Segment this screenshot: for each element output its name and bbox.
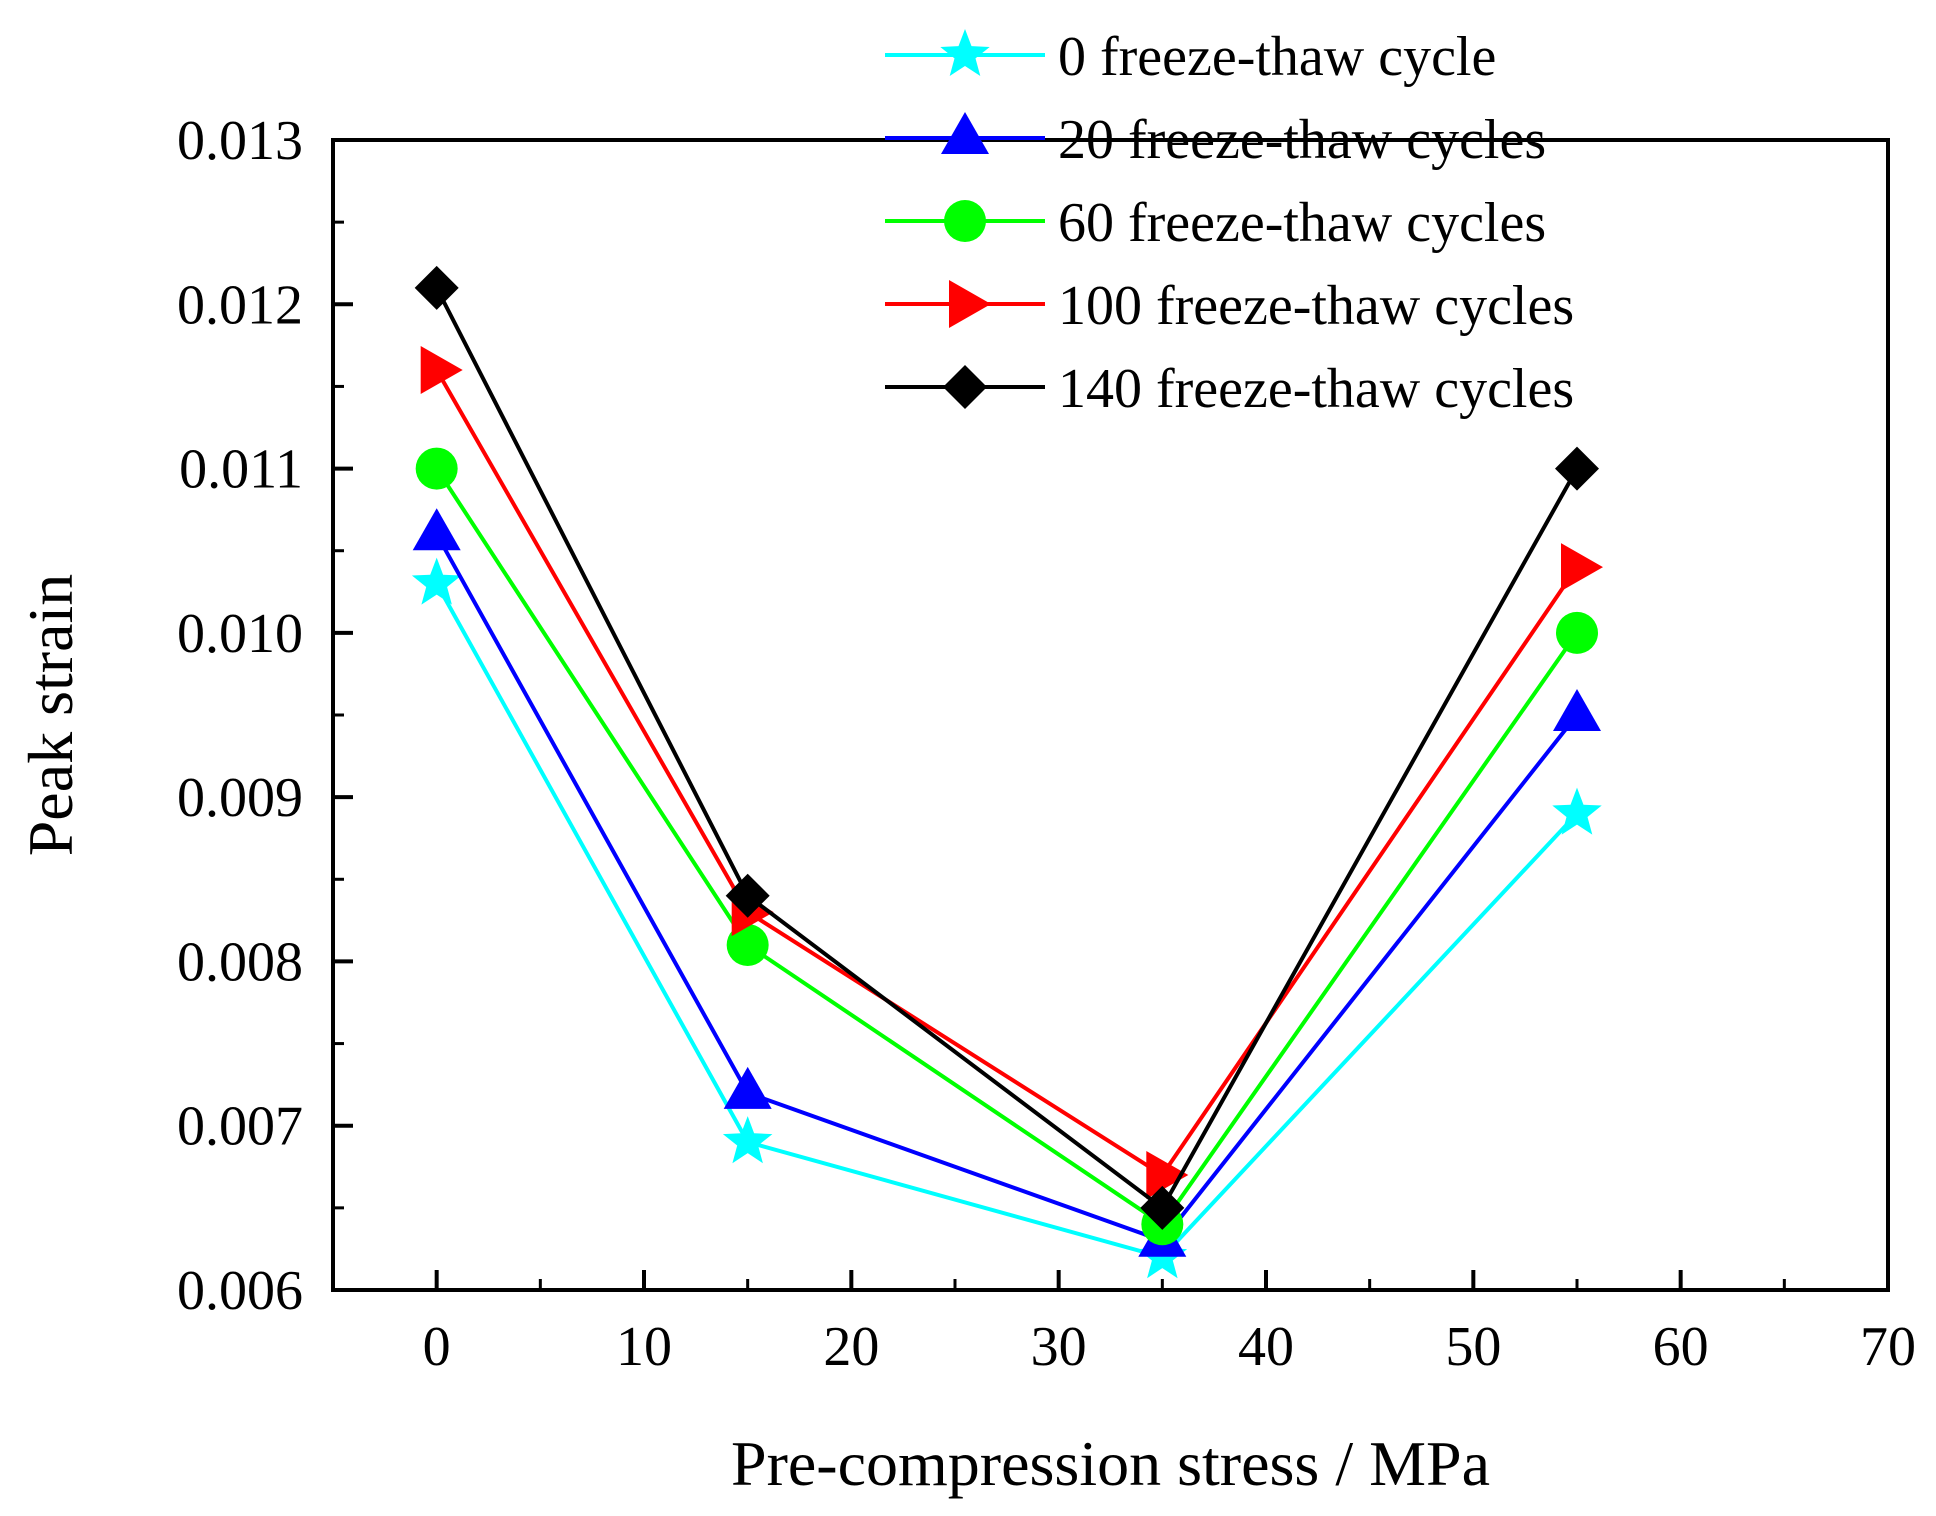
legend-marker <box>940 29 990 76</box>
legend-entry: 0 freeze-thaw cycle <box>885 26 1496 88</box>
x-tick-label: 30 <box>1031 1316 1087 1378</box>
data-point <box>412 508 461 551</box>
legend-entry: 100 freeze-thaw cycles <box>885 275 1574 337</box>
data-point <box>726 924 769 966</box>
data-point <box>414 265 459 310</box>
legend-entry: 60 freeze-thaw cycles <box>885 192 1546 254</box>
y-tick-label: 0.011 <box>179 439 303 501</box>
x-tick-label: 60 <box>1653 1316 1709 1378</box>
x-tick-label: 0 <box>423 1316 451 1378</box>
x-axis-title: Pre-compression stress / MPa <box>731 1428 1490 1499</box>
x-tick-label: 10 <box>616 1316 672 1378</box>
data-point <box>1146 1151 1189 1199</box>
series-line <box>434 369 1579 1177</box>
series-line <box>435 467 1579 1227</box>
data-point <box>725 873 770 918</box>
y-tick-label: 0.010 <box>177 603 303 665</box>
series-line <box>434 286 1579 1210</box>
series-line <box>434 533 1579 1243</box>
axes: 0 10 20 30 40 50 60 70 0.006 0.007 0.008 0.009 0.010… <box>177 110 1916 1378</box>
y-tick-label: 0.013 <box>177 110 303 172</box>
legend-label: 140 freeze-thaw cycles <box>1058 358 1574 420</box>
legend-marker <box>944 200 986 242</box>
y-tick-label: 0.007 <box>177 1096 303 1158</box>
data-point <box>722 1116 773 1164</box>
legend-entry: 20 freeze-thaw cycles <box>885 109 1546 171</box>
legend: 0 freeze-thaw cycle 20 freeze-thaw cycles… <box>885 26 1574 420</box>
legend-marker <box>943 365 987 409</box>
series-2 <box>415 447 1598 1246</box>
series-3 <box>420 346 1603 1199</box>
data-point <box>1553 689 1601 731</box>
legend-label: 60 freeze-thaw cycles <box>1058 192 1546 254</box>
y-tick-label: 0.006 <box>177 1260 303 1322</box>
data-point <box>415 447 458 490</box>
data-point <box>411 557 462 605</box>
y-tick-label: 0.012 <box>177 274 303 336</box>
data-point <box>1140 1185 1185 1230</box>
x-tick-label: 50 <box>1445 1316 1501 1378</box>
legend-marker <box>949 280 991 328</box>
series-4 <box>414 265 1599 1230</box>
legend-label: 20 freeze-thaw cycles <box>1058 109 1546 171</box>
data-point <box>723 1066 772 1109</box>
y-tick-label: 0.009 <box>177 767 303 829</box>
series-layer <box>411 265 1603 1279</box>
legend-label: 0 freeze-thaw cycle <box>1058 26 1496 88</box>
data-point <box>1556 611 1598 654</box>
data-point <box>1552 787 1602 835</box>
x-tick-label: 40 <box>1238 1316 1294 1378</box>
data-point <box>1561 543 1603 592</box>
legend-entry: 140 freeze-thaw cycles <box>885 358 1574 420</box>
y-axis-title: Peak strain <box>15 574 86 857</box>
series-0 <box>411 557 1602 1279</box>
legend-label: 100 freeze-thaw cycles <box>1058 275 1574 337</box>
legend-marker <box>941 112 989 154</box>
x-tick-label: 70 <box>1860 1316 1916 1378</box>
x-tick-label: 20 <box>823 1316 879 1378</box>
data-point <box>1555 446 1599 491</box>
y-tick-label: 0.008 <box>177 931 303 993</box>
series-line <box>434 582 1579 1260</box>
data-point <box>420 346 463 394</box>
series-1 <box>412 508 1601 1257</box>
